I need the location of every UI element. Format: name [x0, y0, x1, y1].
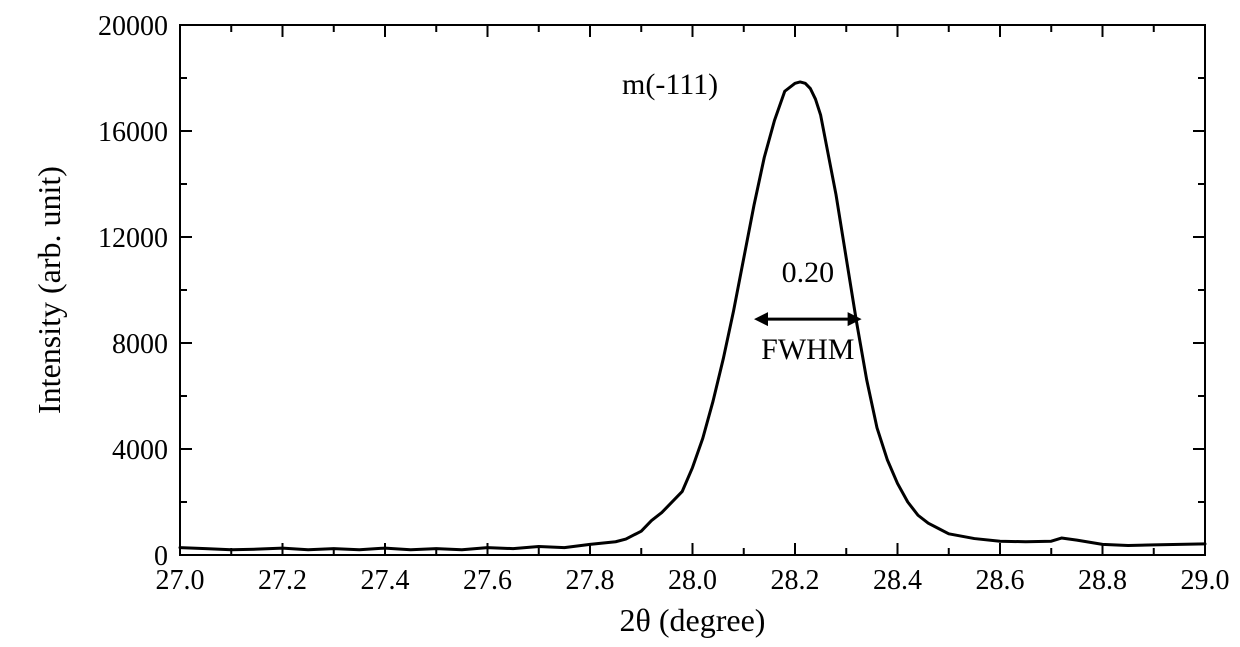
x-tick-label: 29.0: [1181, 565, 1230, 596]
x-tick-label: 27.6: [463, 565, 512, 596]
y-tick-label: 0: [154, 541, 168, 572]
x-tick-label: 28.4: [873, 565, 922, 596]
x-tick-label: 27.2: [258, 565, 307, 596]
x-tick-label: 28.6: [976, 565, 1025, 596]
y-axis-label: Intensity (arb. unit): [31, 166, 67, 414]
chart-background: [0, 0, 1240, 647]
y-tick-label: 8000: [112, 329, 168, 360]
y-tick-label: 20000: [98, 11, 168, 42]
fwhm-value: 0.20: [782, 256, 835, 289]
x-tick-label: 28.8: [1078, 565, 1127, 596]
chart-svg: 27.027.227.427.627.828.028.228.428.628.8…: [0, 0, 1240, 647]
x-tick-label: 28.2: [771, 565, 820, 596]
y-tick-label: 4000: [112, 435, 168, 466]
x-axis-label: 2θ (degree): [620, 602, 766, 638]
x-tick-label: 27.4: [361, 565, 410, 596]
xrd-peak-chart: 27.027.227.427.627.828.028.228.428.628.8…: [0, 0, 1240, 647]
x-tick-label: 27.8: [566, 565, 615, 596]
x-tick-label: 28.0: [668, 565, 717, 596]
fwhm-label: FWHM: [761, 333, 854, 366]
y-tick-label: 12000: [98, 223, 168, 254]
peak-label: m(-111): [622, 68, 718, 101]
y-tick-label: 16000: [98, 117, 168, 148]
